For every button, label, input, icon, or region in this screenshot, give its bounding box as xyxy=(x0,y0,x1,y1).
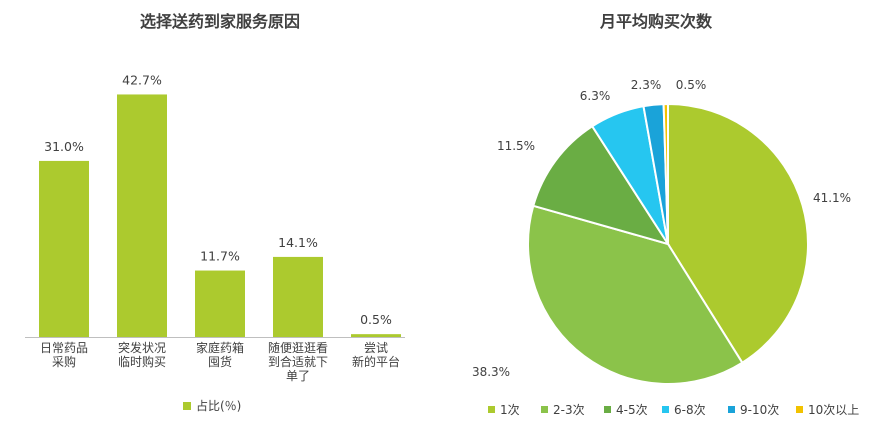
x-tick-label: 采购 xyxy=(52,354,76,369)
bar xyxy=(273,256,323,337)
legend-swatch xyxy=(488,406,495,413)
bar-chart-title: 选择送药到家服务原因 xyxy=(139,12,300,31)
pie-chart: 41.1% 38.3% 11.5% 6.3% 2.3% 0.5% 1次 2-3次 4-5次 6-8… xyxy=(472,78,859,417)
bar xyxy=(117,94,167,338)
pie-slice xyxy=(527,204,744,385)
x-tick-label: 单了 xyxy=(286,369,310,383)
legend-swatch xyxy=(541,406,548,413)
legend-label: 4-5次 xyxy=(616,403,648,417)
bar-data-label: 14.1% xyxy=(278,235,318,250)
pie-slice xyxy=(667,102,809,365)
legend-swatch xyxy=(796,406,803,413)
x-tick-label: 新的平台 xyxy=(352,354,400,369)
pie-data-label: 0.5% xyxy=(676,78,707,92)
pie-data-label: 2.3% xyxy=(631,78,662,92)
pie-data-label: 11.5% xyxy=(497,139,535,153)
legend-label: 占比(％) xyxy=(196,398,241,413)
x-tick-label: 突发状况 xyxy=(118,340,166,355)
bar-data-label: 11.7% xyxy=(200,249,240,264)
bar xyxy=(195,270,245,337)
bar-data-label: 42.7% xyxy=(122,72,162,87)
x-tick-label: 随便逛逛看 xyxy=(268,340,328,355)
legend-swatch xyxy=(662,406,669,413)
legend-label: 2-3次 xyxy=(553,403,585,417)
x-tick-label: 尝试 xyxy=(364,340,388,355)
bar-data-label: 31.0% xyxy=(44,139,84,154)
x-tick-label: 临时购买 xyxy=(118,354,166,369)
legend-swatch xyxy=(183,402,191,410)
pie-chart-panel: 月平均购买次数 41.1% 38.3% 11.5% 6.3% 2.3% 0.5% 1次 2-3… xyxy=(440,0,872,427)
legend-label: 9-10次 xyxy=(740,403,779,417)
x-tick-label: 日常药品 xyxy=(40,341,88,355)
x-tick-label: 家庭药箱 xyxy=(196,340,244,355)
bar-data-label: 0.5% xyxy=(360,312,392,327)
legend-swatch xyxy=(728,406,735,413)
bar xyxy=(351,334,401,337)
pie-chart-title: 月平均购买次数 xyxy=(599,12,712,31)
x-tick-label: 囤货 xyxy=(208,354,232,369)
pie-data-label: 41.1% xyxy=(813,191,851,205)
pie-slice xyxy=(532,124,671,246)
legend-label: 10次以上 xyxy=(808,403,859,417)
legend-label: 1次 xyxy=(500,403,520,417)
legend-swatch xyxy=(604,406,611,413)
x-tick-label: 到合适就下 xyxy=(268,354,328,369)
bar xyxy=(39,160,89,337)
pie-slice xyxy=(662,102,669,245)
legend-label: 6-8次 xyxy=(674,403,706,417)
pie-data-label: 6.3% xyxy=(580,89,611,103)
bar-chart-panel: 选择送药到家服务原因 31.0% 日常药品 采购 42.7% 突发状况 临时购买 11.7%… xyxy=(0,0,440,427)
pie-data-label: 38.3% xyxy=(472,365,510,379)
